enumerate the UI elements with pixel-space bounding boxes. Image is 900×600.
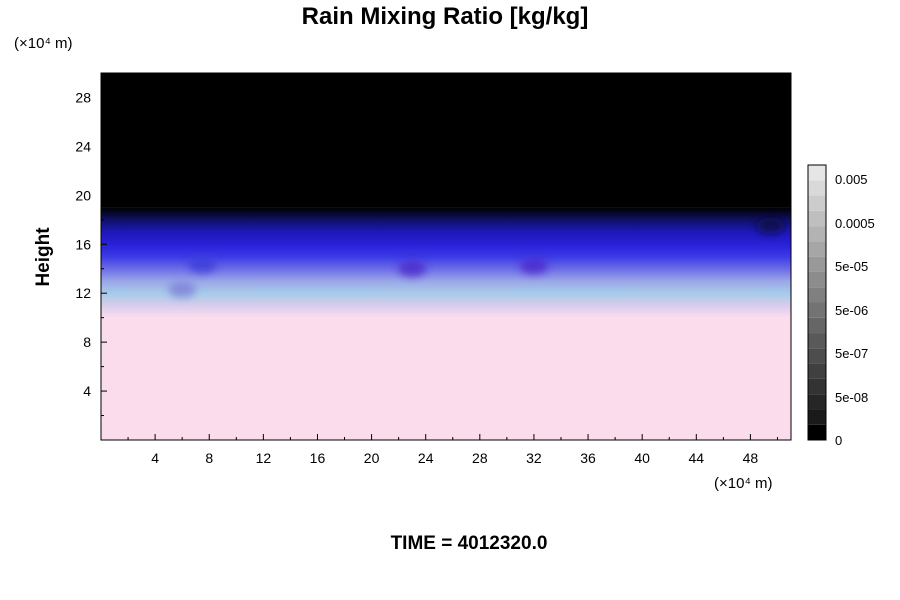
x-unit-label: (×10⁴ m) bbox=[714, 475, 773, 492]
x-tick-label: 32 bbox=[526, 450, 542, 466]
y-tick-label: 12 bbox=[75, 285, 91, 301]
layer-upper bbox=[101, 73, 791, 208]
colorbar-segment bbox=[808, 241, 826, 257]
colorbar-label: 0.005 bbox=[835, 172, 868, 187]
colorbar-label: 5e-07 bbox=[835, 346, 868, 361]
colorbar-segment bbox=[808, 363, 826, 379]
x-axis-ticks: 4 8 12 16 20 24 28 32 36 40 44 48 bbox=[127, 434, 778, 466]
feature-blob-1 bbox=[168, 281, 197, 298]
colorbar-label: 5e-05 bbox=[835, 259, 868, 274]
colorbar-segment bbox=[808, 287, 826, 303]
plot-area bbox=[100, 72, 792, 441]
colorbar-segment bbox=[808, 180, 826, 196]
y-axis-ticks: 4 8 12 16 20 24 28 bbox=[75, 89, 107, 417]
colorbar-segment bbox=[808, 378, 826, 395]
x-tick-label: 24 bbox=[418, 450, 434, 466]
colorbar-label: 5e-06 bbox=[835, 303, 868, 318]
colorbar: 0.005 0.0005 5e-05 5e-06 5e-07 5e-08 0 bbox=[807, 164, 875, 448]
colorbar-segment bbox=[808, 256, 826, 272]
x-tick-label: 44 bbox=[689, 450, 705, 466]
colorbar-segment bbox=[808, 302, 826, 318]
x-tick-label: 36 bbox=[580, 450, 596, 466]
colorbar-label: 5e-08 bbox=[835, 390, 868, 405]
y-tick-label: 16 bbox=[75, 236, 91, 252]
x-tick-label: 12 bbox=[256, 450, 272, 466]
y-tick-label: 28 bbox=[75, 89, 91, 105]
y-tick-label: 24 bbox=[75, 138, 91, 154]
feature-blob-5 bbox=[756, 217, 785, 234]
x-tick-label: 20 bbox=[364, 450, 380, 466]
colorbar-segment bbox=[808, 317, 826, 334]
y-tick-label: 20 bbox=[75, 187, 91, 203]
colorbar-segment bbox=[808, 333, 826, 349]
colorbar-segment bbox=[808, 394, 826, 410]
colorbar-segment bbox=[808, 195, 826, 211]
x-tick-label: 4 bbox=[151, 450, 159, 466]
chart-title: Rain Mixing Ratio [kg/kg] bbox=[302, 3, 589, 30]
x-tick-label: 40 bbox=[634, 450, 650, 466]
time-footer: TIME = 4012320.0 bbox=[391, 533, 548, 554]
colorbar-label: 0 bbox=[835, 433, 842, 448]
x-tick-label: 16 bbox=[310, 450, 326, 466]
colorbar-frame bbox=[807, 164, 827, 441]
feature-blob-2 bbox=[188, 257, 217, 274]
feature-blob-4 bbox=[519, 258, 548, 275]
colorbar-segment bbox=[808, 165, 826, 181]
x-tick-label: 48 bbox=[743, 450, 759, 466]
colorbar-segment bbox=[808, 409, 826, 425]
y-tick-label: 8 bbox=[83, 334, 91, 350]
layer-lower bbox=[101, 317, 791, 440]
colorbar-segment bbox=[808, 424, 826, 440]
x-tick-label: 28 bbox=[472, 450, 488, 466]
feature-blob-3 bbox=[398, 260, 427, 277]
y-axis-label: Height bbox=[33, 227, 54, 287]
colorbar-segment bbox=[808, 348, 826, 364]
colorbar-label: 0.0005 bbox=[835, 216, 875, 231]
colorbar-segment bbox=[808, 271, 826, 288]
y-unit-label: (×10⁴ m) bbox=[14, 35, 73, 52]
x-tick-label: 8 bbox=[205, 450, 213, 466]
colorbar-segment bbox=[808, 226, 826, 242]
y-tick-label: 4 bbox=[83, 383, 91, 399]
plot-frame bbox=[100, 72, 792, 441]
layer-transition bbox=[101, 207, 791, 318]
colorbar-segment bbox=[808, 210, 826, 227]
